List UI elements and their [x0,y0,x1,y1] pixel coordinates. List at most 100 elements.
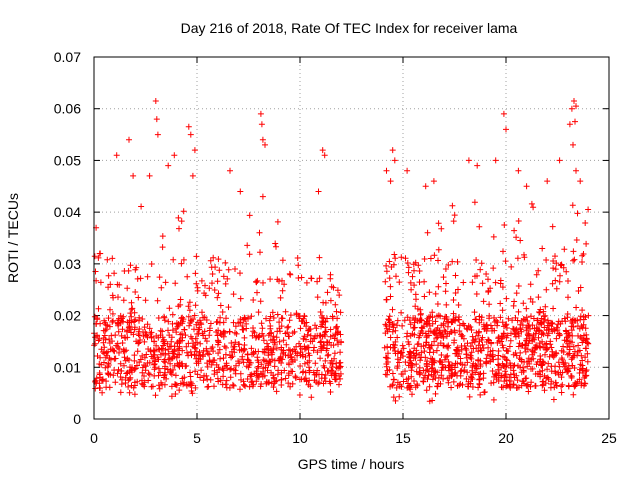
roti-point [222,280,229,287]
roti-point [422,183,429,190]
roti-point [582,314,589,321]
roti-point [535,334,542,341]
roti-point [269,336,276,343]
roti-point [408,286,415,293]
roti-point [187,319,194,326]
roti-point [413,350,420,357]
roti-point [477,357,484,364]
roti-point [447,328,454,335]
roti-point [328,372,335,379]
roti-point [278,382,285,388]
roti-point [105,315,112,322]
roti-point [399,371,406,378]
roti-point [235,341,242,348]
roti-point [243,363,250,370]
roti-point [277,328,283,335]
roti-point [118,332,125,339]
roti-point [276,338,283,345]
roti-point [538,320,545,327]
roti-point [126,317,133,324]
roti-point [95,305,102,312]
roti-point [433,347,440,354]
roti-point [545,360,552,367]
roti-point [260,279,266,286]
roti-point [399,322,406,329]
roti-point [560,349,567,355]
roti-point [204,363,211,370]
roti-point [476,319,483,326]
roti-point [412,315,419,322]
roti-point [424,376,431,383]
roti-point [220,319,227,326]
roti-point [500,248,506,255]
roti-point [405,264,412,271]
roti-point [488,380,495,387]
roti-point [559,318,566,325]
roti-point [159,381,166,388]
roti-point [191,312,198,319]
roti-point [237,319,244,326]
roti-point [492,157,499,164]
roti-point [515,308,522,315]
roti-point [566,350,573,357]
roti-point [320,318,327,325]
roti-point [406,351,412,358]
roti-point [533,271,540,278]
roti-point [389,370,396,377]
roti-point [209,280,215,287]
roti-point [492,371,499,378]
roti-point [317,339,324,346]
roti-point [553,335,560,342]
roti-point [506,343,513,350]
roti-point [402,255,409,262]
roti-point [248,345,255,352]
roti-point [178,218,185,225]
roti-point [448,319,455,326]
roti-point [459,381,466,388]
roti-point [496,362,502,369]
roti-point [326,339,333,346]
roti-point [99,389,106,396]
roti-point [208,264,215,271]
roti-point [413,368,420,375]
roti-point [452,369,459,376]
roti-point [269,356,275,363]
roti-point [518,369,525,376]
roti-point [499,333,506,340]
roti-point [489,325,496,332]
roti-point [406,359,413,366]
grid-lines [94,57,609,419]
roti-point [429,309,436,316]
roti-point [151,338,157,345]
roti-point [556,278,563,285]
roti-point [331,350,338,357]
roti-point [162,279,169,286]
roti-point [528,200,535,207]
roti-point [584,350,591,357]
roti-point [384,359,391,365]
roti-point [575,288,582,294]
roti-point [178,260,185,267]
roti-point [570,391,577,398]
roti-point [322,324,329,331]
roti-point [557,262,564,269]
roti-point [523,375,530,382]
roti-point [136,314,143,321]
roti-point [399,342,406,349]
roti-point [460,320,467,327]
roti-point [443,280,449,287]
roti-point [128,313,135,320]
roti-point [581,380,588,387]
roti-point [278,369,285,376]
roti-point [567,372,574,379]
roti-point [474,272,480,279]
roti-point [205,383,212,390]
roti-point [542,380,549,387]
roti-point [552,277,559,284]
roti-point [187,131,194,138]
roti-point [165,356,172,363]
roti-point [321,375,328,382]
roti-point [229,381,236,388]
roti-point [302,354,309,360]
roti-point [559,381,566,388]
